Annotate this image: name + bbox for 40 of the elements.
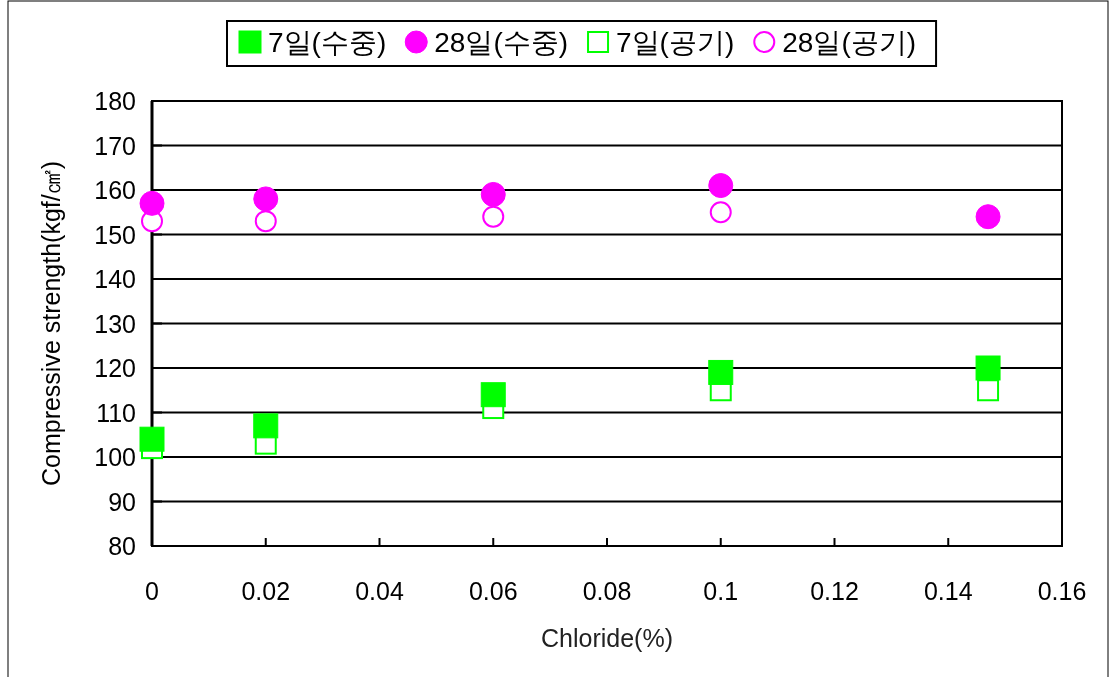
y-tick-label: 180 — [94, 87, 136, 115]
y-tick-label: 130 — [94, 309, 136, 338]
point — [480, 181, 506, 207]
y-tick-label: 80 — [108, 532, 136, 560]
y-tick-label: 140 — [94, 265, 136, 293]
x-axis-title: Chloride(%) — [541, 624, 673, 652]
x-tick-label: 0.04 — [355, 577, 404, 605]
x-tick-label: 0.02 — [241, 577, 291, 605]
x-tick-label: 0.14 — [923, 577, 973, 605]
point — [480, 382, 506, 408]
point — [708, 173, 734, 199]
legend-label: 28일(공기) — [782, 27, 917, 58]
point — [975, 204, 1001, 230]
y-tick-label: 120 — [94, 354, 136, 382]
point — [977, 379, 1000, 402]
x-tick-label: 0.12 — [810, 577, 859, 605]
y-tick-label: 100 — [94, 443, 136, 471]
point — [254, 210, 277, 233]
y-tick-label: 150 — [94, 220, 136, 249]
legend-label: 7일(수중) — [268, 27, 387, 58]
point — [139, 426, 165, 452]
x-tick-label: 0.16 — [1037, 577, 1087, 605]
point — [253, 413, 279, 439]
x-tick-label: 0.08 — [582, 577, 632, 605]
point — [139, 190, 165, 216]
legend-label: 7일(공기) — [616, 27, 735, 58]
point — [975, 355, 1001, 381]
legend-label: 28일(수중) — [434, 27, 569, 58]
point — [708, 359, 734, 385]
point — [482, 205, 505, 228]
y-tick-label: 90 — [108, 487, 136, 516]
x-tick-label: 0 — [145, 577, 159, 605]
point — [253, 186, 279, 212]
y-tick-label: 110 — [96, 398, 136, 427]
x-tick-label: 0.06 — [468, 577, 518, 605]
y-axis-title: Compressive strength(kgf/㎠) — [37, 160, 65, 487]
point — [709, 201, 732, 224]
x-tick-label: 0.1 — [703, 577, 739, 605]
y-tick-label: 170 — [94, 131, 136, 160]
y-tick-label: 160 — [94, 176, 136, 204]
